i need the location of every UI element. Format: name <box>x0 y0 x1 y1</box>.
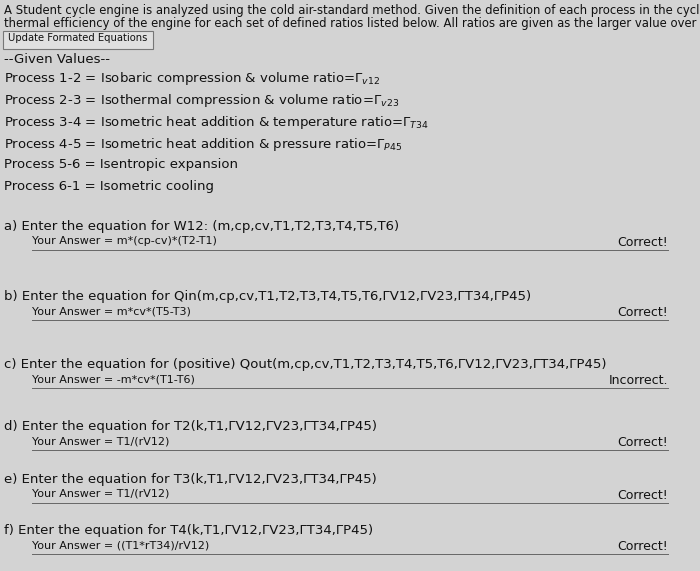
Text: Process 2-3 = Isothermal compression & volume ratio=Γ$_{v23}$: Process 2-3 = Isothermal compression & v… <box>4 92 399 109</box>
Text: Your Answer = T1/(rV12): Your Answer = T1/(rV12) <box>32 489 169 499</box>
Text: c) Enter the equation for (positive) Qout(m,cp,cv,T1,T2,T3,T4,T5,T6,ΓV12,ΓV23,ΓT: c) Enter the equation for (positive) Qou… <box>4 358 606 371</box>
Text: Process 4-5 = Isometric heat addition & pressure ratio=Γ$_{P45}$: Process 4-5 = Isometric heat addition & … <box>4 136 402 153</box>
Text: Correct!: Correct! <box>617 489 668 502</box>
Text: Your Answer = -m*cv*(T1-T6): Your Answer = -m*cv*(T1-T6) <box>32 374 195 384</box>
Text: Correct!: Correct! <box>617 236 668 249</box>
Text: thermal efficiency of the engine for each set of defined ratios listed below. Al: thermal efficiency of the engine for eac… <box>4 17 700 30</box>
Text: Your Answer = m*(cp-cv)*(T2-T1): Your Answer = m*(cp-cv)*(T2-T1) <box>32 236 217 246</box>
Text: d) Enter the equation for T2(k,T1,ΓV12,ΓV23,ΓT34,ΓP45): d) Enter the equation for T2(k,T1,ΓV12,Γ… <box>4 420 377 433</box>
Text: a) Enter the equation for W12: (m,cp,cv,T1,T2,T3,T4,T5,T6): a) Enter the equation for W12: (m,cp,cv,… <box>4 220 399 233</box>
Text: Correct!: Correct! <box>617 540 668 553</box>
Text: Correct!: Correct! <box>617 436 668 449</box>
Text: Incorrect.: Incorrect. <box>608 374 668 387</box>
Text: Process 1-2 = Isobaric compression & volume ratio=Γ$_{v12}$: Process 1-2 = Isobaric compression & vol… <box>4 70 380 87</box>
Text: Process 6-1 = Isometric cooling: Process 6-1 = Isometric cooling <box>4 180 214 193</box>
Text: Your Answer = T1/(rV12): Your Answer = T1/(rV12) <box>32 436 169 446</box>
Text: Your Answer = m*cv*(T5-T3): Your Answer = m*cv*(T5-T3) <box>32 306 191 316</box>
Text: Update Formated Equations: Update Formated Equations <box>8 33 148 43</box>
Text: Your Answer = ((T1*rT34)/rV12): Your Answer = ((T1*rT34)/rV12) <box>32 540 209 550</box>
Text: Process 5-6 = Isentropic expansion: Process 5-6 = Isentropic expansion <box>4 158 238 171</box>
FancyBboxPatch shape <box>3 31 153 49</box>
Text: b) Enter the equation for Qin(m,cp,cv,T1,T2,T3,T4,T5,T6,ΓV12,ΓV23,ΓT34,ΓP45): b) Enter the equation for Qin(m,cp,cv,T1… <box>4 290 531 303</box>
Text: f) Enter the equation for T4(k,T1,ΓV12,ΓV23,ΓT34,ΓP45): f) Enter the equation for T4(k,T1,ΓV12,Γ… <box>4 524 373 537</box>
Text: Process 3-4 = Isometric heat addition & temperature ratio=Γ$_{T34}$: Process 3-4 = Isometric heat addition & … <box>4 114 428 131</box>
Text: A Student cycle engine is analyzed using the cold air-standard method. Given the: A Student cycle engine is analyzed using… <box>4 4 700 17</box>
Text: Correct!: Correct! <box>617 306 668 319</box>
Text: --Given Values--: --Given Values-- <box>4 53 110 66</box>
Text: e) Enter the equation for T3(k,T1,ΓV12,ΓV23,ΓT34,ΓP45): e) Enter the equation for T3(k,T1,ΓV12,Γ… <box>4 473 377 486</box>
